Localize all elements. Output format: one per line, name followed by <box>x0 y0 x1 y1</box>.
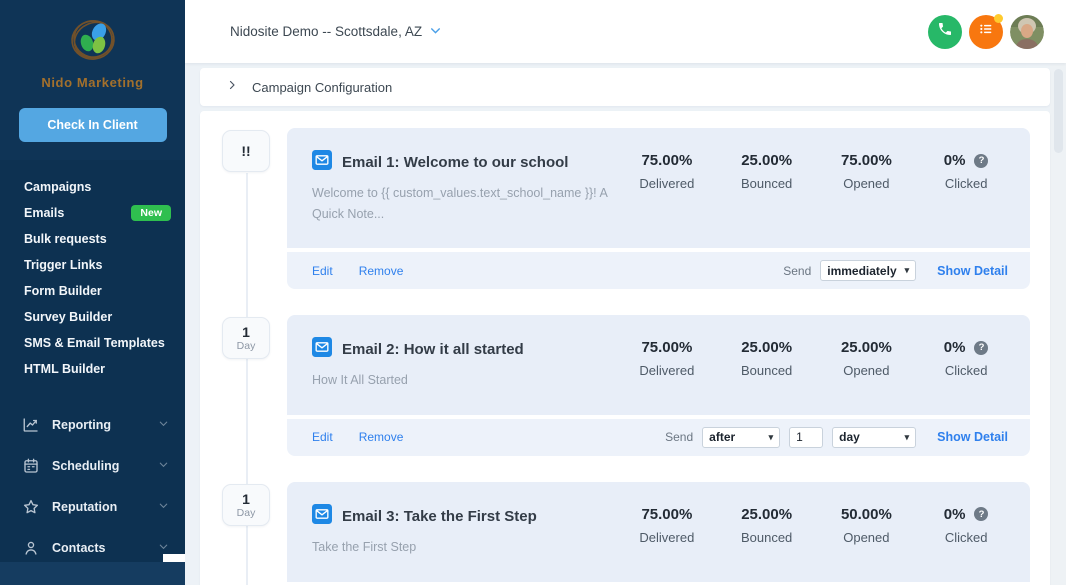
sidebar-bottom-strip <box>0 562 185 585</box>
main-content: Campaign Configuration !! Email 1: Welco… <box>185 63 1066 585</box>
timeline-badge-immediate: !! <box>222 130 270 172</box>
sidebar-item-emails[interactable]: Emails New <box>0 200 185 226</box>
help-icon[interactable]: ? <box>974 153 989 168</box>
email-icon <box>312 150 332 175</box>
chevron-down-icon <box>158 418 169 432</box>
sidebar-group-contacts[interactable]: Contacts <box>0 527 185 568</box>
email-title: Email 3: Take the First Step <box>342 507 537 525</box>
sidebar-item-bulk-requests[interactable]: Bulk requests <box>24 232 107 246</box>
chart-icon <box>22 416 40 434</box>
stat-opened: 25.00% Opened <box>840 339 892 379</box>
brand-name: Nido Marketing <box>41 75 144 90</box>
sidebar-group-reporting[interactable]: Reporting <box>0 404 185 445</box>
email-card: Email 1: Welcome to our school Welcome t… <box>287 128 1030 249</box>
email-subtitle: How It All Started <box>312 373 408 388</box>
new-badge: New <box>131 205 171 221</box>
stat-delivered: 75.00% Delivered <box>639 339 695 379</box>
sidebar-scrollbar-thumb[interactable] <box>163 554 185 562</box>
timeline-badge-delay: 1 Day <box>222 317 270 360</box>
email-card-footer: Edit Remove Send immediately ▾ Show Detai… <box>287 252 1030 290</box>
top-header: Nidosite Demo -- Scottsdale, AZ <box>185 0 1066 63</box>
scrollbar-thumb[interactable] <box>1054 69 1063 153</box>
list-icon <box>978 21 994 42</box>
stat-opened: 75.00% Opened <box>840 152 892 191</box>
email-card: Email 2: How it all started How It All S… <box>287 315 1030 415</box>
sidebar-item-html-builder[interactable]: HTML Builder <box>24 362 106 376</box>
chevron-down-icon: ▾ <box>904 265 910 276</box>
email-row-3: 1 Day Email 3: Take the First Step Take … <box>222 481 1030 585</box>
phone-button[interactable] <box>928 14 962 49</box>
send-mode-select[interactable]: after ▾ <box>702 426 781 448</box>
sidebar-group-reputation[interactable]: Reputation <box>0 486 185 527</box>
chevron-down-icon: ▾ <box>768 431 774 442</box>
breadcrumb-label: Campaign Configuration <box>252 79 393 95</box>
sidebar: Nido Marketing Check In Client Campaigns… <box>0 0 185 585</box>
chevron-right-icon <box>226 78 238 96</box>
campaign-panel: !! Email 1: Welcome to our school Welcom… <box>200 111 1050 585</box>
remove-link[interactable]: Remove <box>358 430 404 445</box>
stat-bounced: 25.00% Bounced <box>740 505 793 545</box>
stat-delivered: 75.00% Delivered <box>639 505 695 545</box>
person-icon <box>22 539 40 557</box>
email-card: Email 3: Take the First Step Take the Fi… <box>287 481 1030 582</box>
send-label: Send <box>665 430 694 445</box>
tasks-list-button[interactable] <box>969 13 1003 49</box>
stat-clicked: 0% ? Clicked <box>943 505 989 545</box>
stat-clicked: 0% ? Clicked <box>943 339 989 379</box>
phone-icon <box>937 21 953 42</box>
stat-bounced: 25.00% Bounced <box>740 152 793 191</box>
email-subtitle: Welcome to {{ custom_values.text_school_… <box>312 186 608 221</box>
star-icon <box>22 498 40 516</box>
chevron-down-icon <box>158 459 169 473</box>
stat-clicked: 0% ? Clicked <box>943 152 989 191</box>
sidebar-group-scheduling[interactable]: Scheduling <box>0 445 185 486</box>
sidebar-item-trigger-links[interactable]: Trigger Links <box>24 258 103 272</box>
help-icon[interactable]: ? <box>974 507 989 522</box>
notification-dot <box>994 13 1003 23</box>
stat-delivered: 75.00% Delivered <box>639 152 695 191</box>
user-avatar[interactable] <box>1010 14 1044 49</box>
email-row-2: 1 Day Email 2: How it all started How It… <box>222 315 1030 456</box>
edit-link[interactable]: Edit <box>312 263 333 278</box>
email-subtitle: Take the First Step <box>312 539 417 554</box>
email-title: Email 2: How it all started <box>342 341 524 359</box>
sidebar-item-sms-email-templates[interactable]: SMS & Email Templates <box>24 336 165 350</box>
calendar-icon <box>22 457 40 475</box>
remove-link[interactable]: Remove <box>358 263 404 278</box>
chevron-down-icon: ▾ <box>904 431 910 442</box>
email-row-1: !! Email 1: Welcome to our school Welcom… <box>222 128 1030 290</box>
campaign-configuration-header[interactable]: Campaign Configuration <box>200 68 1050 106</box>
help-icon[interactable]: ? <box>974 340 989 355</box>
timeline-connector <box>246 173 248 585</box>
email-card-footer: Edit Remove Send after▾ day▾ Show Detail <box>287 418 1030 456</box>
chevron-down-icon <box>158 541 169 555</box>
sidebar-nav: Campaigns Emails New Bulk requests Trigg… <box>0 160 185 382</box>
account-selector[interactable]: Nidosite Demo -- Scottsdale, AZ <box>230 24 442 40</box>
chevron-down-icon <box>158 500 169 514</box>
sidebar-item-campaigns[interactable]: Campaigns <box>24 180 92 194</box>
account-selector-label: Nidosite Demo -- Scottsdale, AZ <box>230 24 423 39</box>
email-icon <box>312 503 332 529</box>
timeline-badge-delay: 1 Day <box>222 483 270 526</box>
show-detail-link[interactable]: Show Detail <box>937 263 1008 278</box>
chevron-down-icon <box>429 24 442 40</box>
scrollbar-track[interactable] <box>1050 63 1066 585</box>
nido-nest-logo-icon <box>61 10 125 73</box>
sidebar-item-survey-builder[interactable]: Survey Builder <box>24 310 113 324</box>
email-title: Email 1: Welcome to our school <box>342 154 569 171</box>
send-delay-unit-select[interactable]: day ▾ <box>832 426 917 448</box>
send-mode-select[interactable]: immediately ▾ <box>820 260 917 282</box>
stat-bounced: 25.00% Bounced <box>740 339 793 379</box>
sidebar-item-form-builder[interactable]: Form Builder <box>24 284 102 298</box>
edit-link[interactable]: Edit <box>312 430 333 445</box>
email-icon <box>312 337 332 362</box>
check-in-client-button[interactable]: Check In Client <box>18 108 167 142</box>
stat-opened: 50.00% Opened <box>840 505 892 545</box>
show-detail-link[interactable]: Show Detail <box>937 430 1008 445</box>
send-label: Send <box>783 263 812 278</box>
send-delay-amount-input[interactable] <box>789 426 824 448</box>
